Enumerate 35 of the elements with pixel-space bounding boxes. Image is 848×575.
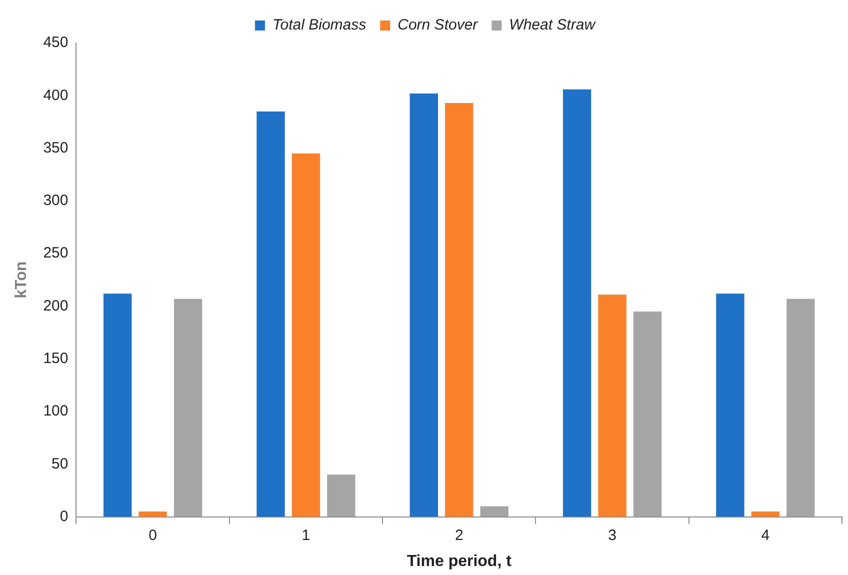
bar: [786, 298, 815, 517]
legend-label: Corn Stover: [398, 16, 479, 34]
x-tick-label: 0: [148, 526, 157, 544]
x-tick-label: 2: [454, 526, 464, 544]
y-tick-label: 300: [43, 192, 68, 210]
bar: [562, 89, 592, 517]
bar: [445, 103, 474, 517]
bar: [751, 512, 780, 517]
bar: [174, 298, 202, 517]
x-axis-title: Time period, t: [406, 552, 512, 570]
y-tick-label: 400: [43, 86, 68, 104]
bar: [138, 512, 167, 517]
x-tick-label: 4: [761, 526, 770, 544]
bar: [633, 311, 662, 517]
y-axis-title: kTon: [13, 261, 30, 298]
y-tick-label: 100: [43, 402, 68, 420]
legend-label: Total Biomass: [272, 16, 367, 34]
bar: [598, 294, 626, 517]
x-tick-label: 3: [608, 526, 616, 544]
bar: [480, 506, 508, 517]
y-tick-label: 150: [43, 350, 68, 368]
x-tick-label: 1: [302, 526, 310, 544]
bar: [410, 94, 438, 517]
bar: [103, 294, 132, 517]
legend-label: Wheat Straw: [509, 16, 596, 34]
y-tick-label: 450: [43, 34, 68, 52]
bar: [716, 294, 744, 517]
bar: [292, 154, 320, 517]
y-tick-label: 200: [43, 297, 68, 314]
y-tick-label: 250: [43, 244, 68, 262]
bar: [256, 111, 285, 517]
bar: [327, 474, 356, 517]
y-tick-label: 350: [43, 139, 68, 156]
y-tick-label: 50: [52, 455, 68, 472]
y-tick-label: 0: [60, 508, 68, 525]
